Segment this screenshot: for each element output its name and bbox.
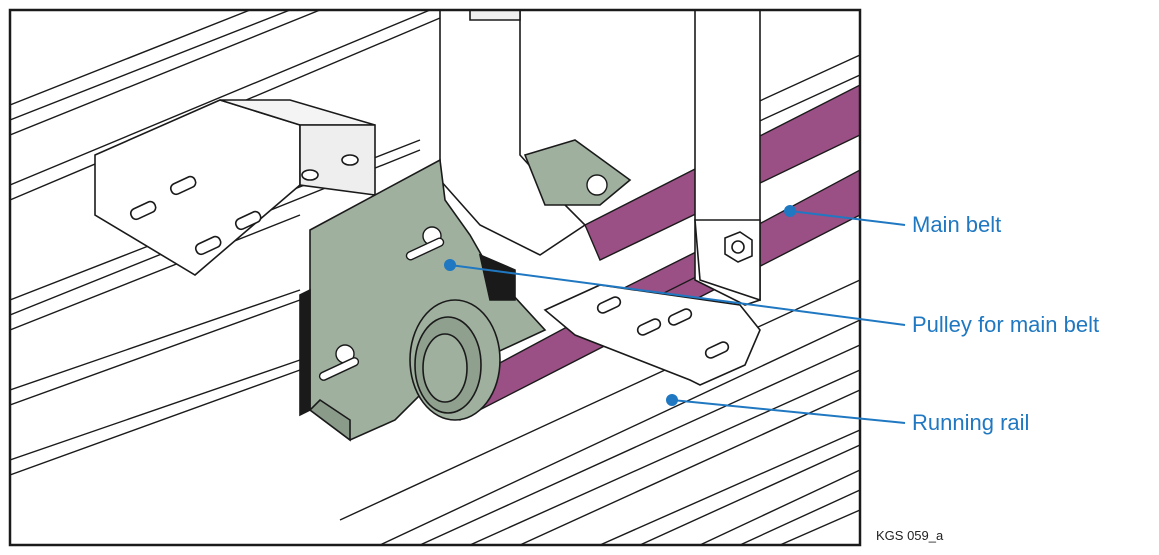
callout-label-pulley: Pulley for main belt bbox=[912, 312, 1100, 337]
pulley-wheel bbox=[409, 299, 501, 421]
callout-label-running-rail: Running rail bbox=[912, 410, 1030, 435]
hanger-bracket-left bbox=[439, 10, 587, 256]
leader-dot-main-belt bbox=[784, 205, 796, 217]
callout-label-main-belt: Main belt bbox=[912, 212, 1002, 237]
leader-main-belt bbox=[789, 210, 906, 226]
leader-running-rail bbox=[671, 399, 906, 424]
leader-dot-running-rail bbox=[666, 394, 678, 406]
hanger-bracket-right bbox=[694, 10, 761, 306]
leader-dot-pulley bbox=[444, 259, 456, 271]
lower-slotted-bracket bbox=[543, 284, 761, 386]
callout-leaders bbox=[444, 205, 906, 424]
figure-frame bbox=[8, 8, 862, 547]
rail-profile-lines bbox=[10, 10, 860, 545]
drawing-content bbox=[10, 10, 860, 545]
figure-reference-code: KGS 059_a bbox=[876, 528, 944, 543]
plate-bolts bbox=[318, 174, 608, 381]
leader-pulley bbox=[449, 264, 906, 326]
